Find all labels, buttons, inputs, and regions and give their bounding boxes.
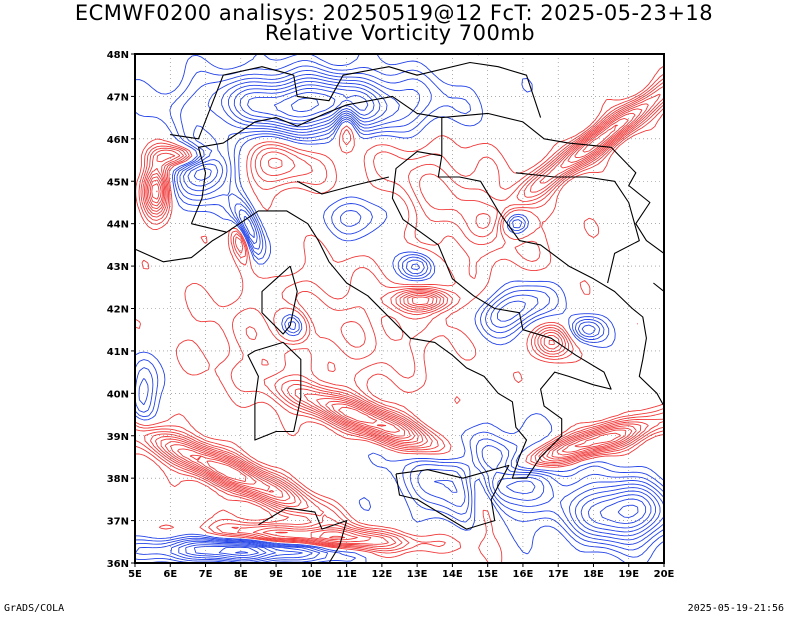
positive-contour (135, 77, 664, 552)
lon-tick-label: 12E (371, 569, 392, 580)
coastline-segment (395, 464, 510, 530)
lat-tick-label: 46N (107, 135, 129, 146)
negative-contour (193, 84, 652, 559)
lon-tick-label: 16E (513, 569, 534, 580)
lat-tick-label: 41N (107, 347, 129, 358)
lat-tick-label: 44N (107, 220, 129, 231)
lat-tick-label: 40N (107, 389, 129, 400)
lon-tick-label: 20E (654, 569, 675, 580)
lon-tick-label: 11E (336, 569, 357, 580)
lon-tick-label: 6E (163, 569, 177, 580)
positive-contour (135, 73, 664, 554)
coastline-segment (170, 61, 542, 140)
negative-contour (170, 73, 664, 563)
lon-tick-label: 14E (442, 569, 463, 580)
grid-layer (135, 54, 664, 563)
coastline-segment (191, 151, 612, 479)
coastline-segment (437, 155, 664, 407)
positive-contour (151, 117, 629, 493)
positive-contour (146, 103, 649, 543)
positive-contour (148, 108, 643, 541)
lat-tick-label: 45N (107, 177, 129, 188)
lat-tick-label: 42N (107, 305, 129, 316)
coastline-segment (261, 265, 298, 335)
footer-credit: GrADS/COLA (4, 603, 65, 614)
coastline-segment (247, 341, 302, 441)
lon-tick-label: 15E (477, 569, 498, 580)
footer-timestamp: 2025-05-19-21:56 (687, 603, 784, 614)
coastline-segment (190, 95, 443, 224)
coastline-segment (653, 282, 664, 292)
lon-tick-label: 19E (618, 569, 639, 580)
positive-contour (149, 112, 636, 539)
lon-tick-label: 17E (548, 569, 569, 580)
positive-contour (135, 65, 664, 563)
negative-contour (185, 80, 656, 560)
coastline-segment (135, 231, 227, 263)
lat-tick-label: 39N (107, 432, 129, 443)
lon-tick-label: 18E (583, 569, 604, 580)
coastline-segment (296, 176, 390, 195)
lat-tick-label: 38N (107, 474, 129, 485)
lat-tick-label: 37N (107, 517, 129, 528)
lat-tick-label: 47N (107, 92, 129, 103)
lon-tick-label: 10E (301, 569, 322, 580)
lon-tick-label: 13E (407, 569, 428, 580)
negative-contour (178, 77, 661, 562)
lon-tick-label: 8E (234, 569, 248, 580)
positive-contour (156, 124, 618, 485)
positive-contour (142, 81, 664, 550)
negative-contour (135, 69, 664, 563)
coastline-segment (258, 507, 348, 563)
map-title-line2: Relative Vorticity 700mb (264, 21, 536, 45)
negative-contour (235, 92, 639, 554)
lon-tick-label: 7E (199, 569, 213, 580)
lat-tick-label: 36N (107, 559, 129, 570)
negative-contour (135, 54, 664, 563)
coastline-segment (515, 172, 640, 284)
coastline-segment (441, 112, 664, 254)
lon-tick-label: 9E (269, 569, 283, 580)
lat-tick-label: 48N (107, 50, 129, 61)
map-title-line1: ECMWF0200 analisys: 20250519@12 FcT: 202… (74, 1, 714, 25)
coastline-layer (135, 61, 664, 563)
lon-tick-label: 5E (128, 569, 142, 580)
lat-tick-label: 43N (107, 262, 129, 273)
positive-contour (206, 406, 387, 483)
axis-ticks: 5E 6E 7E 8E 9E 10E 11E 12E 13E 14E 15E 16E 17E 18E 19E… (107, 50, 675, 580)
